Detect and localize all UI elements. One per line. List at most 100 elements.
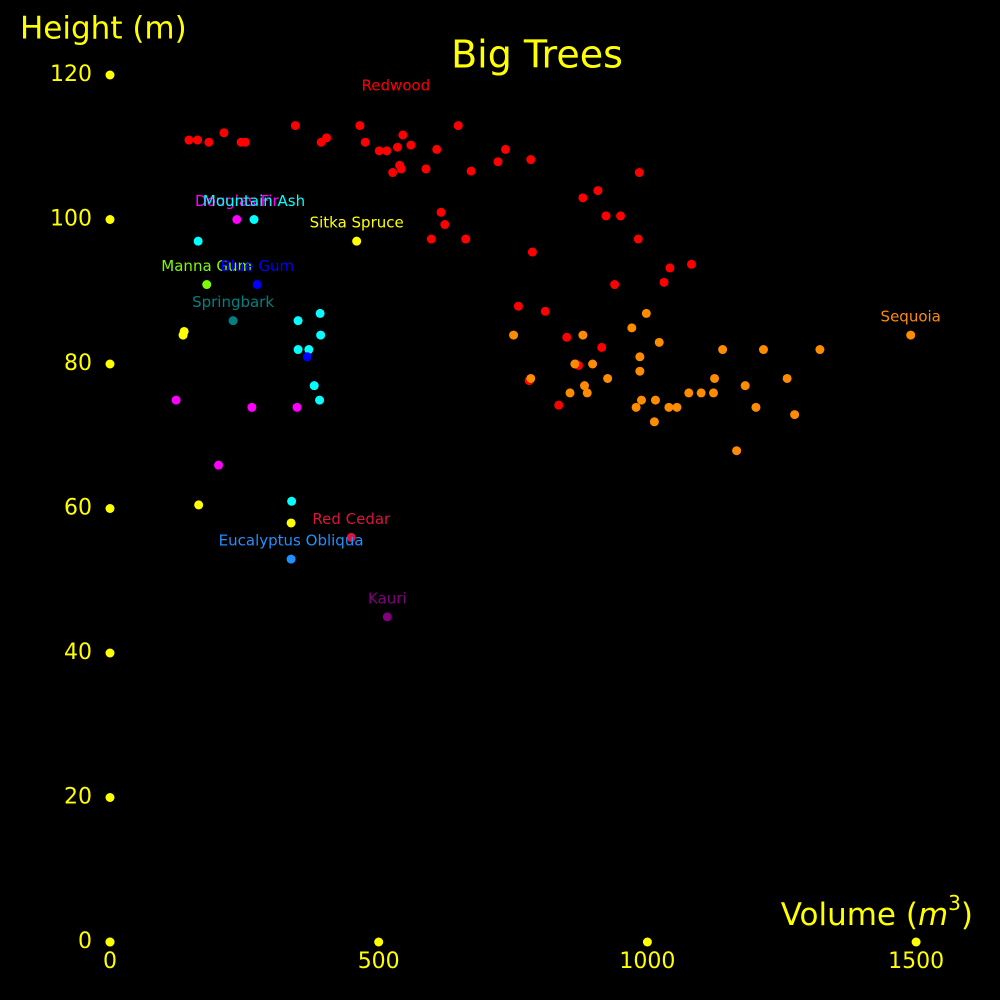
y-tick-label: 60: [64, 496, 92, 521]
y-tick-label: 100: [50, 207, 92, 232]
data-point: [346, 532, 356, 542]
data-point: [526, 155, 536, 165]
data-point: [906, 330, 916, 340]
data-point: [684, 388, 694, 398]
data-point: [562, 332, 572, 342]
data-point: [193, 135, 203, 145]
data-point: [302, 352, 312, 362]
data-point: [790, 410, 800, 420]
data-point: [290, 121, 300, 131]
series-label: Sitka Spruce: [310, 214, 404, 232]
series-label: Springbark: [192, 293, 274, 311]
x-axis-label: Volume (m3): [781, 891, 973, 933]
data-point: [588, 359, 598, 369]
data-point: [426, 234, 436, 244]
data-point: [287, 496, 297, 506]
data-point: [388, 168, 398, 178]
series-label: Mountain Ash: [203, 192, 305, 210]
data-point: [393, 142, 403, 152]
series-label: Manna Gum: [161, 257, 252, 275]
data-point: [249, 215, 259, 224]
chart-title: Big Trees: [451, 33, 623, 77]
data-point: [360, 137, 370, 147]
y-tick-marker: [105, 359, 115, 369]
data-point: [421, 164, 431, 174]
data-point: [374, 146, 384, 156]
data-point: [293, 316, 303, 326]
data-point: [659, 277, 669, 287]
data-point: [193, 236, 203, 246]
series-label: Douglas Fir: [195, 192, 279, 210]
x-axis-label-sup: 3: [948, 891, 961, 915]
x-tick-label: 1000: [619, 949, 675, 974]
data-point: [686, 259, 696, 269]
data-point: [398, 130, 408, 140]
data-point: [382, 146, 392, 156]
data-point: [316, 330, 326, 340]
data-point: [649, 417, 659, 427]
data-point: [782, 373, 792, 383]
data-point: [228, 316, 238, 326]
data-point: [461, 234, 471, 244]
data-point: [204, 137, 214, 147]
series-label: Redwood: [362, 76, 431, 94]
data-point: [240, 137, 250, 147]
data-point: [179, 326, 189, 336]
data-point: [650, 395, 660, 405]
data-point: [732, 446, 742, 456]
y-axis-ticks: 0 20 40 60 80 100 120: [50, 62, 115, 954]
data-point: [509, 330, 519, 340]
data-point: [406, 140, 416, 150]
x-axis-label-close: ): [961, 897, 973, 933]
data-point: [247, 402, 257, 412]
data-point: [710, 373, 720, 383]
data-point: [718, 345, 728, 355]
data-point: [580, 381, 590, 391]
data-point: [493, 157, 503, 167]
y-tick-label: 0: [78, 929, 92, 954]
data-point: [570, 359, 580, 369]
data-point: [286, 554, 296, 564]
data-point: [436, 207, 446, 217]
data-points: [171, 121, 916, 622]
x-tick-marker: [374, 937, 384, 947]
data-point: [616, 211, 626, 221]
data-point: [501, 144, 511, 154]
series-label: Red Cedar: [312, 510, 391, 528]
x-axis-ticks: 0 500 1000 1500: [103, 937, 944, 974]
data-point: [355, 121, 365, 131]
y-tick-label: 80: [64, 351, 92, 376]
data-point: [740, 381, 750, 391]
data-point: [352, 236, 362, 246]
data-point: [597, 342, 607, 352]
x-tick-marker: [105, 937, 115, 947]
data-point: [293, 345, 303, 355]
data-point: [672, 402, 682, 412]
data-point: [696, 388, 706, 398]
data-point: [758, 345, 768, 355]
data-point: [440, 220, 450, 230]
data-point: [219, 128, 229, 138]
data-point: [292, 402, 302, 412]
series-label: Sequoia: [881, 308, 941, 326]
data-point: [453, 121, 463, 131]
data-point: [202, 280, 212, 290]
data-point: [654, 337, 664, 347]
data-point: [382, 612, 392, 622]
data-point: [540, 306, 550, 316]
y-tick-marker: [105, 648, 115, 658]
data-point: [665, 263, 675, 273]
data-point: [582, 388, 592, 398]
x-tick-label: 500: [358, 949, 400, 974]
data-point: [432, 144, 442, 154]
data-point: [664, 402, 674, 412]
data-point: [286, 518, 296, 528]
data-point: [601, 211, 611, 221]
data-point: [232, 215, 242, 224]
x-tick-marker: [911, 937, 921, 947]
data-point: [304, 345, 314, 355]
data-point: [252, 280, 262, 290]
data-point: [513, 301, 523, 311]
y-tick-marker: [105, 793, 115, 802]
data-point: [565, 388, 575, 398]
